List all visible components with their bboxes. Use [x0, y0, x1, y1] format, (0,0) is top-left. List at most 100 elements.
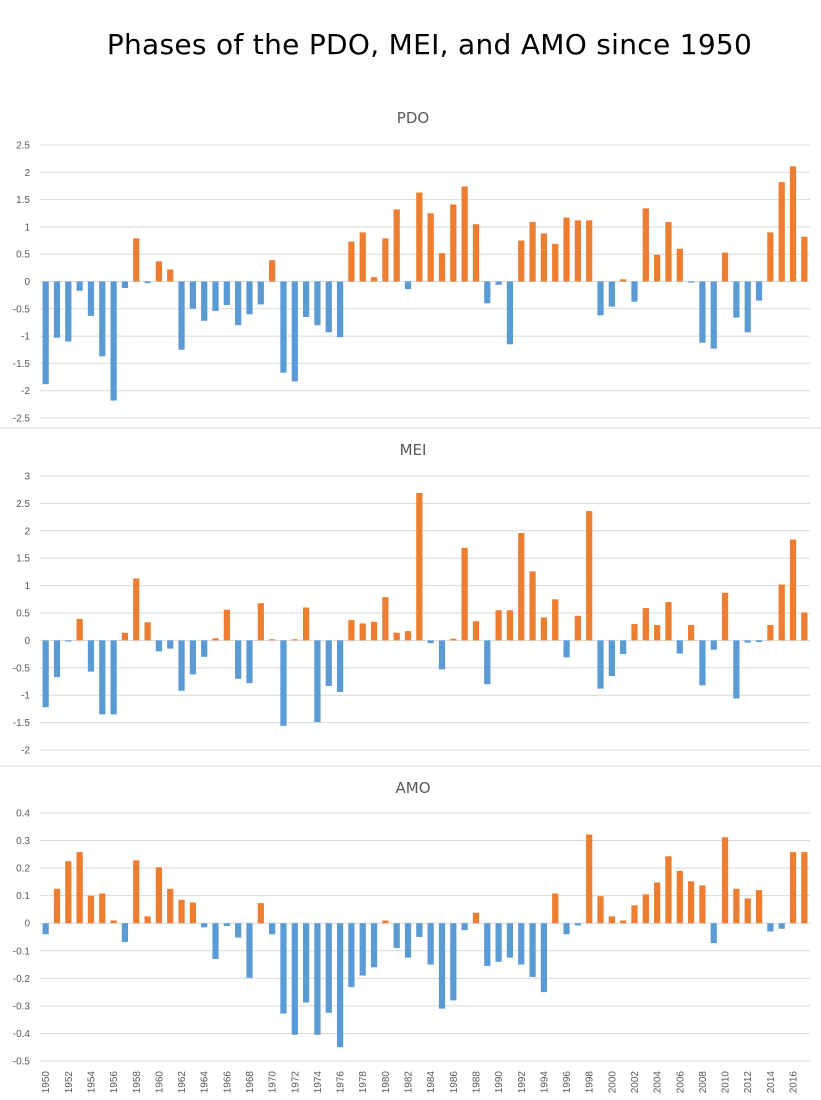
mei-bar-2013 — [755, 640, 763, 643]
pdo-bar-2002 — [631, 281, 638, 302]
mei-bar-2005 — [665, 602, 672, 641]
amo-y-tick-label: 0.3 — [16, 836, 30, 847]
mei-y-tick-label: -0.5 — [13, 663, 31, 674]
amo-bar-1987 — [461, 923, 468, 931]
mei-bar-1989 — [484, 640, 491, 685]
mei-bar-1974 — [314, 640, 321, 723]
mei-bar-1965 — [212, 638, 219, 641]
pdo-bar-2015 — [778, 182, 785, 282]
amo-bar-2015 — [778, 923, 785, 929]
mei-bar-2002 — [631, 623, 638, 641]
amo-bar-1980 — [382, 920, 389, 924]
pdo-bar-2014 — [767, 232, 774, 282]
mei-bar-1958 — [133, 578, 140, 641]
amo-y-tick-label: 0.2 — [16, 864, 30, 875]
pdo-bar-1996 — [563, 217, 570, 282]
pdo-bar-1989 — [484, 281, 491, 304]
mei-bar-2015 — [778, 584, 785, 641]
amo-y-tick-label: -0.2 — [13, 974, 31, 985]
pdo-bar-1975 — [325, 281, 332, 333]
pdo-bar-1960 — [155, 261, 163, 282]
mei-bar-1993 — [529, 571, 536, 641]
amo-y-tick-label: -0.4 — [13, 1029, 31, 1040]
mei-bar-1952 — [65, 640, 72, 642]
amo-y-tick-label: -0.5 — [13, 1057, 31, 1068]
amo-bar-1975 — [325, 923, 332, 1013]
pdo-panel-title: PDO — [397, 109, 429, 127]
x-tick-label: 1984 — [426, 1071, 437, 1094]
amo-bar-1989 — [484, 923, 491, 966]
mei-bar-1998 — [586, 511, 593, 641]
x-tick-label: 2014 — [766, 1071, 777, 1094]
x-tick-label: 1954 — [86, 1071, 97, 1094]
mei-bar-1955 — [99, 640, 106, 715]
pdo-bar-1999 — [597, 281, 604, 316]
mei-bar-1976 — [336, 640, 344, 692]
pdo-bar-1970 — [269, 260, 276, 282]
pdo-bar-1978 — [359, 232, 366, 282]
amo-y-tick-label: -0.1 — [13, 946, 31, 957]
mei-bar-1990 — [495, 610, 502, 641]
x-tick-label: 2002 — [630, 1071, 641, 1094]
amo-bar-1974 — [314, 923, 321, 1035]
amo-bar-1967 — [235, 923, 242, 938]
amo-bar-2010 — [721, 837, 729, 924]
pdo-bar-1997 — [574, 220, 581, 282]
mei-bar-1968 — [246, 640, 253, 684]
amo-bar-1999 — [597, 896, 604, 924]
amo-bar-1979 — [370, 923, 378, 968]
amo-bar-1990 — [495, 923, 502, 962]
pdo-bar-2003 — [642, 208, 649, 282]
mei-y-tick-label: 0.5 — [16, 609, 30, 620]
x-tick-label: 1960 — [154, 1071, 165, 1094]
pdo-y-tick-label: 0.5 — [16, 250, 30, 261]
mei-bar-1961 — [167, 640, 174, 649]
amo-bar-1957 — [121, 923, 129, 942]
pdo-y-tick-label: -1 — [21, 332, 30, 343]
amo-bar-1952 — [65, 861, 72, 924]
amo-bar-1995 — [552, 893, 559, 924]
mei-y-tick-label: 1 — [24, 581, 30, 592]
pdo-bar-1954 — [87, 281, 95, 316]
pdo-bar-1977 — [348, 241, 355, 282]
mei-bar-1987 — [461, 547, 468, 641]
pdo-bar-2009 — [710, 281, 717, 349]
mei-bar-1951 — [53, 640, 61, 678]
pdo-bar-1979 — [370, 277, 378, 282]
pdo-y-tick-label: -0.5 — [13, 304, 31, 315]
amo-bar-2005 — [665, 856, 672, 924]
x-tick-label: 1978 — [358, 1071, 369, 1094]
mei-bar-1963 — [189, 640, 196, 675]
mei-bar-2001 — [620, 640, 627, 655]
amo-bar-2014 — [767, 923, 774, 932]
pdo-bar-1991 — [506, 281, 514, 345]
x-tick-label: 1986 — [449, 1071, 460, 1094]
amo-bar-1959 — [144, 916, 151, 924]
pdo-bar-2008 — [699, 281, 706, 343]
mei-bar-2007 — [687, 625, 695, 641]
pdo-bar-1966 — [223, 281, 230, 305]
mei-bar-2016 — [789, 539, 797, 641]
x-tick-label: 2004 — [653, 1071, 664, 1094]
mei-bar-2003 — [642, 608, 649, 641]
amo-bar-2000 — [608, 916, 615, 924]
pdo-bar-1986 — [450, 204, 457, 282]
amo-bar-1953 — [76, 852, 83, 924]
pdo-y-tick-label: 1.5 — [16, 195, 30, 206]
mei-bar-2012 — [744, 640, 751, 643]
pdo-bar-1987 — [461, 186, 468, 282]
amo-bar-2003 — [642, 894, 649, 924]
x-tick-label: 1972 — [290, 1071, 301, 1094]
mei-bar-1980 — [382, 597, 389, 641]
pdo-bar-1980 — [382, 238, 389, 282]
x-tick-label: 1966 — [222, 1071, 233, 1094]
amo-y-tick-label: 0.4 — [16, 809, 30, 820]
pdo-bar-2011 — [733, 281, 740, 318]
pdo-bar-1959 — [144, 281, 151, 284]
pdo-bar-1962 — [178, 281, 185, 350]
mei-bar-1969 — [257, 603, 264, 641]
amo-bar-2006 — [676, 870, 683, 924]
mei-bar-1977 — [348, 620, 355, 641]
pdo-y-tick-label: 0 — [24, 277, 30, 288]
amo-bar-1976 — [336, 923, 344, 1048]
